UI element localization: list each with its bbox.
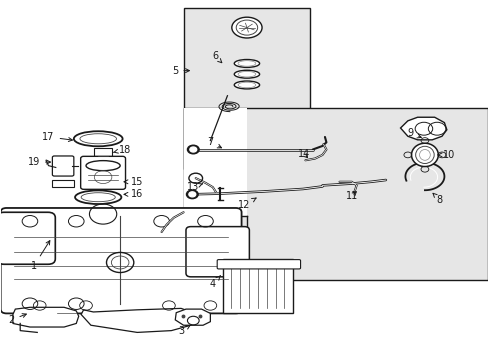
FancyBboxPatch shape — [0, 212, 55, 264]
Circle shape — [188, 192, 195, 197]
Circle shape — [187, 145, 199, 154]
Text: 1: 1 — [31, 240, 50, 271]
Ellipse shape — [419, 149, 429, 160]
FancyBboxPatch shape — [52, 156, 74, 176]
Ellipse shape — [80, 134, 116, 144]
Bar — [183, 108, 488, 280]
Text: 6: 6 — [212, 51, 222, 63]
Text: 16: 16 — [124, 189, 143, 199]
Bar — [183, 108, 246, 216]
Text: 10: 10 — [437, 150, 454, 160]
Text: 8: 8 — [432, 193, 442, 205]
Ellipse shape — [86, 161, 120, 171]
Text: 3: 3 — [178, 325, 190, 336]
Text: 17: 17 — [42, 132, 72, 142]
Circle shape — [186, 190, 198, 199]
Ellipse shape — [234, 59, 259, 67]
Bar — [52, 180, 74, 187]
FancyBboxPatch shape — [217, 260, 300, 269]
Text: 11: 11 — [345, 191, 357, 201]
FancyBboxPatch shape — [222, 259, 293, 313]
Ellipse shape — [74, 131, 122, 146]
Text: 13: 13 — [187, 182, 202, 192]
Text: 4: 4 — [209, 275, 220, 289]
Bar — [183, 8, 310, 169]
Text: 5: 5 — [172, 66, 189, 76]
Text: 9: 9 — [407, 129, 421, 138]
Ellipse shape — [238, 71, 255, 77]
Polygon shape — [400, 117, 446, 140]
Ellipse shape — [236, 20, 257, 35]
Text: 19: 19 — [28, 157, 50, 167]
Ellipse shape — [231, 17, 262, 38]
Ellipse shape — [234, 81, 259, 89]
Text: 14: 14 — [297, 149, 309, 159]
Text: 18: 18 — [113, 144, 131, 154]
Text: 7: 7 — [207, 138, 221, 148]
Ellipse shape — [81, 193, 115, 202]
Polygon shape — [175, 309, 210, 325]
FancyBboxPatch shape — [81, 156, 125, 189]
FancyBboxPatch shape — [0, 208, 241, 314]
Ellipse shape — [238, 82, 255, 88]
Text: 15: 15 — [124, 177, 143, 187]
Ellipse shape — [234, 70, 259, 78]
Text: 2: 2 — [8, 314, 26, 325]
Bar — [94, 148, 112, 156]
Ellipse shape — [75, 190, 121, 204]
Text: 12: 12 — [238, 198, 256, 210]
Ellipse shape — [415, 146, 433, 163]
Ellipse shape — [238, 61, 255, 66]
FancyBboxPatch shape — [185, 226, 249, 277]
Ellipse shape — [411, 143, 437, 167]
Polygon shape — [81, 309, 195, 332]
Polygon shape — [13, 307, 79, 327]
Circle shape — [189, 147, 196, 152]
